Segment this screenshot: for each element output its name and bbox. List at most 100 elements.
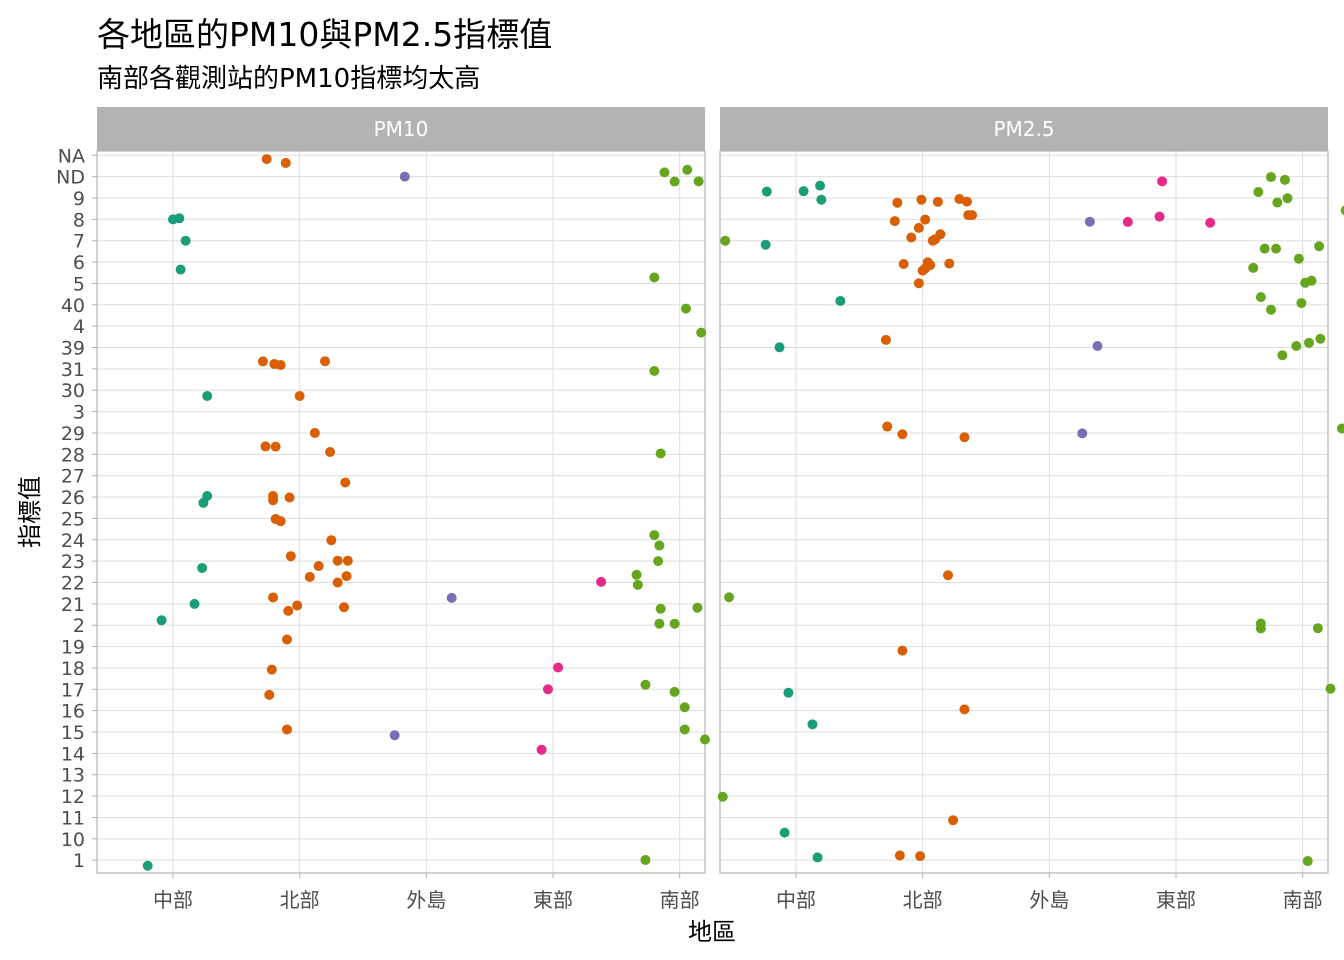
y-tick-label: 2 <box>73 615 85 637</box>
y-tick-label: 26 <box>61 487 85 509</box>
data-point <box>1340 205 1344 216</box>
data-point <box>1255 623 1266 634</box>
x-tick-label: 南部 <box>1283 888 1323 912</box>
data-point <box>679 702 690 713</box>
data-point <box>1277 350 1288 361</box>
data-point <box>1315 333 1326 344</box>
data-point <box>313 561 324 572</box>
y-tick-label: 14 <box>61 743 85 765</box>
y-tick-label: 3 <box>73 402 85 424</box>
y-tick-label: 31 <box>61 359 85 381</box>
data-point <box>257 356 268 367</box>
data-point <box>275 360 286 371</box>
y-tick-label: ND <box>56 167 85 189</box>
data-point <box>967 210 978 221</box>
y-tick-label: 24 <box>61 530 85 552</box>
data-point <box>332 555 343 566</box>
data-point <box>268 592 279 603</box>
facet-strip-label: PM10 <box>374 117 429 141</box>
facet-strip-label: PM2.5 <box>993 117 1054 141</box>
x-tick-label: 外島 <box>406 888 446 912</box>
data-point <box>542 684 553 695</box>
data-point <box>339 602 349 613</box>
data-point <box>553 662 564 673</box>
data-point <box>943 570 953 581</box>
data-point <box>142 860 153 871</box>
chart-title: 各地區的PM10與PM2.5指標值 <box>97 15 553 54</box>
y-tick-label: 16 <box>61 701 85 723</box>
data-point <box>1291 341 1302 352</box>
data-point <box>325 446 336 457</box>
data-point <box>913 222 924 233</box>
data-point <box>930 234 941 245</box>
data-point <box>1271 243 1282 254</box>
data-point <box>932 196 943 207</box>
data-point <box>693 176 704 187</box>
data-point <box>340 477 351 488</box>
data-point <box>669 686 680 697</box>
y-tick-label: 28 <box>61 444 85 466</box>
y-tick-label: 17 <box>61 679 85 701</box>
data-point <box>1282 193 1293 204</box>
y-tick-label: 29 <box>61 423 85 445</box>
data-point <box>156 615 167 626</box>
x-tick-label: 東部 <box>1156 888 1196 912</box>
data-point <box>779 827 790 838</box>
y-tick-label: 5 <box>73 273 85 295</box>
y-tick-label: 10 <box>61 829 85 851</box>
y-tick-label: 7 <box>73 231 85 253</box>
facet-strip <box>720 107 1328 151</box>
data-point <box>915 851 926 862</box>
data-point <box>536 744 547 755</box>
data-point <box>897 429 908 440</box>
data-point <box>284 492 295 503</box>
data-point <box>198 497 209 508</box>
data-point <box>659 167 670 178</box>
y-axis-title: 指標值 <box>16 476 44 548</box>
data-point <box>653 556 664 567</box>
data-point <box>882 421 893 432</box>
data-point <box>341 571 352 582</box>
y-tick-label: 21 <box>61 594 85 616</box>
data-point <box>696 327 707 338</box>
data-point <box>920 214 931 225</box>
data-point <box>1205 217 1216 228</box>
y-tick-label: NA <box>58 145 85 167</box>
data-point <box>304 571 315 582</box>
data-point <box>1312 623 1323 634</box>
y-tick-label: 13 <box>61 765 85 787</box>
data-point <box>389 730 400 741</box>
data-point <box>189 598 200 609</box>
y-tick-label: 30 <box>61 380 85 402</box>
x-tick-label: 中部 <box>153 888 193 912</box>
data-point <box>280 157 291 168</box>
data-point <box>174 213 185 224</box>
data-point <box>1084 216 1095 227</box>
data-point <box>959 704 970 715</box>
data-point <box>954 194 965 205</box>
data-point <box>880 334 891 345</box>
data-point <box>682 164 693 175</box>
data-point <box>649 272 660 283</box>
y-tick-label: 23 <box>61 551 85 573</box>
x-tick-label: 外島 <box>1029 888 1069 912</box>
data-point <box>812 852 823 863</box>
data-point <box>1302 856 1313 867</box>
data-point <box>294 391 305 402</box>
data-point <box>649 366 660 377</box>
data-point <box>175 264 186 275</box>
data-point <box>264 689 275 700</box>
data-point <box>1253 187 1264 198</box>
data-point <box>692 602 703 613</box>
data-point <box>268 495 279 506</box>
data-point <box>760 239 771 250</box>
data-point <box>326 535 337 546</box>
data-point <box>898 258 909 269</box>
data-point <box>1296 298 1307 309</box>
data-point <box>892 197 903 208</box>
facet-panel-1: PM10 <box>96 107 706 874</box>
data-point <box>1336 423 1344 434</box>
data-point <box>596 576 607 587</box>
facet-panel-2: PM2.5 <box>719 107 1329 874</box>
